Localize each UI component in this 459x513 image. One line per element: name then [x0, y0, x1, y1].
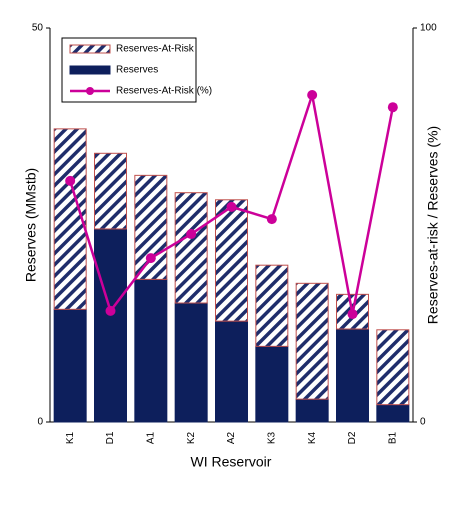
bar — [376, 329, 410, 406]
y-tick-label: 0 — [37, 417, 43, 428]
y2-tick-label: 100 — [420, 23, 437, 34]
bar — [295, 398, 329, 423]
x-tick-label: B1 — [387, 431, 398, 444]
bar — [134, 278, 168, 423]
bar — [255, 345, 289, 423]
x-tick-label: D2 — [347, 431, 358, 444]
x-tick-label: A1 — [145, 431, 156, 444]
bar — [94, 228, 127, 423]
marker — [105, 305, 116, 316]
y2-tick-label: 0 — [420, 417, 426, 428]
bar — [53, 308, 87, 423]
legend-label: Reserves — [116, 65, 158, 76]
x-tick-label: K3 — [266, 431, 277, 444]
bar — [295, 282, 329, 400]
bar — [336, 328, 369, 423]
x-tick-label: A2 — [226, 431, 237, 444]
marker — [226, 201, 237, 212]
x-tick-label: K4 — [307, 431, 318, 444]
marker — [387, 102, 398, 113]
y-tick-label: 50 — [32, 23, 44, 34]
bar — [376, 404, 410, 423]
marker — [186, 229, 197, 240]
legend-label: Reserves-At-Risk — [116, 44, 195, 55]
legend-swatch — [86, 87, 94, 95]
x-axis-title: WI Reservoir — [191, 454, 272, 470]
legend-swatch — [69, 65, 111, 75]
bar — [215, 320, 248, 423]
bar — [215, 199, 248, 322]
legend-swatch — [69, 44, 111, 54]
marker — [65, 175, 76, 186]
bar — [174, 302, 208, 423]
marker — [266, 214, 277, 225]
bar — [255, 264, 289, 347]
bar — [94, 152, 127, 230]
marker — [145, 253, 156, 264]
x-tick-label: D1 — [105, 431, 116, 444]
legend-label: Reserves-At-Risk (%) — [116, 86, 212, 97]
x-tick-label: K1 — [65, 431, 76, 444]
y-axis-title: Reserves (MMstb) — [23, 168, 39, 282]
marker — [347, 309, 358, 320]
x-tick-label: K2 — [186, 431, 197, 444]
marker — [307, 89, 318, 100]
y2-axis-title: Reserves-at-risk / Reserves (%) — [425, 126, 441, 324]
bar — [134, 174, 168, 280]
bar — [174, 192, 208, 304]
